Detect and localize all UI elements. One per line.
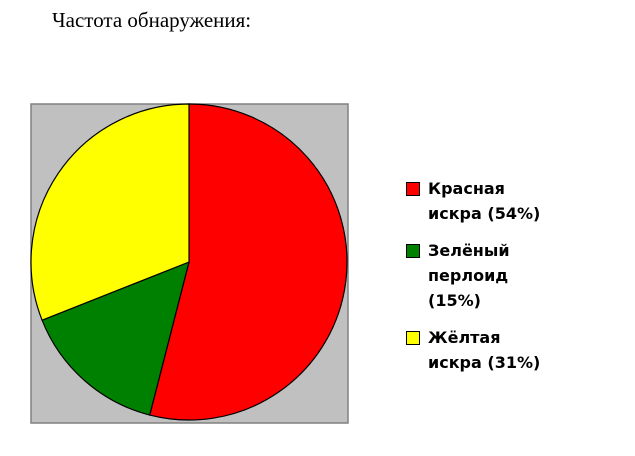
pie	[30, 103, 348, 421]
pie-slice	[30, 103, 190, 321]
legend-swatch	[406, 244, 420, 258]
legend-swatch	[406, 182, 420, 196]
legend-item: Жёлтая искра (31%)	[406, 325, 558, 375]
legend-value-label: (31%)	[487, 353, 541, 372]
legend-value-label: (15%)	[428, 291, 481, 310]
legend-value-label: (54%)	[487, 204, 541, 223]
legend: Красная искра (54%) Зелёный перлоид (15%)…	[406, 176, 558, 387]
chart-title: Частота обнаружения:	[52, 8, 252, 32]
legend-item: Красная искра (54%)	[406, 176, 558, 226]
legend-item: Зелёный перлоид (15%)	[406, 238, 558, 313]
legend-label: Зелёный перлоид	[428, 241, 510, 285]
legend-swatch	[406, 331, 420, 345]
legend-label: Жёлтая искра	[428, 328, 501, 372]
pie-slice	[41, 261, 190, 416]
pie-slice	[148, 103, 348, 421]
legend-label: Красная искра	[428, 179, 505, 223]
